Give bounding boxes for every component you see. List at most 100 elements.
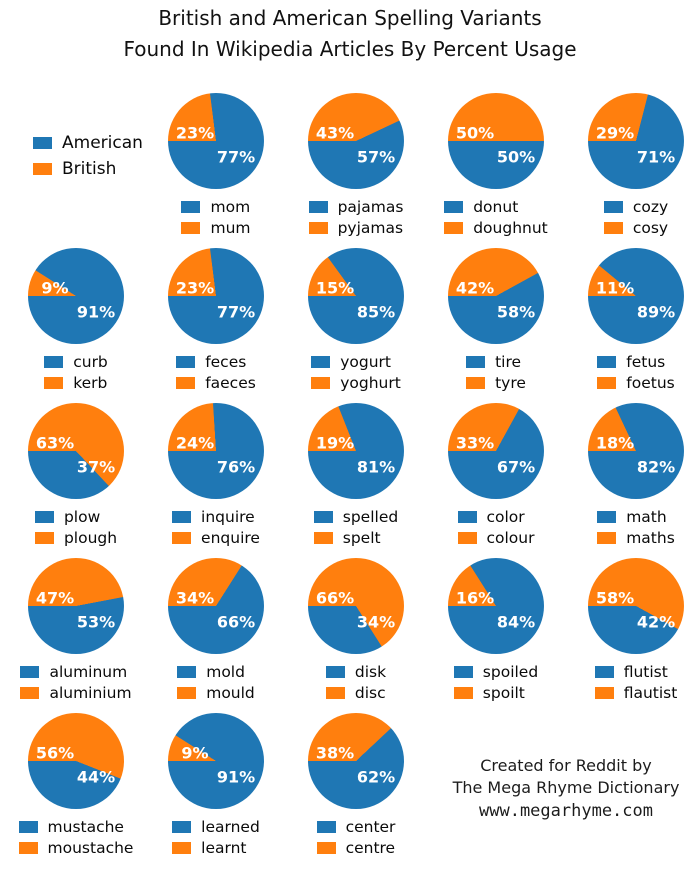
british-percent-label: 16% [455,588,495,608]
pie-cell: 9% 91% curb kerb [6,248,146,394]
british-color-swatch-icon [33,162,52,175]
word-legend: yogurt yoghurt [311,352,401,393]
american-color-swatch-icon [444,201,464,213]
british-color-swatch-icon [597,532,617,544]
british-percent-label: 9% [41,278,69,298]
british-percent-label: 58% [595,588,635,608]
credit-block: Created for Reddit by The Mega Rhyme Dic… [431,755,700,823]
american-color-swatch-icon [466,356,486,368]
pie-cell: 66% 34% disk disc [286,558,426,704]
american-percent-label: 77% [216,302,256,322]
word-legend: learned learnt [172,817,260,858]
american-word-row: plow [34,507,117,527]
british-color-swatch-icon [603,222,623,234]
british-word-label: flautist [623,684,678,702]
pie-cell: 50% 50% donut doughnut [426,93,566,239]
american-word-label: mold [206,663,245,681]
british-word-row: maths [597,528,675,548]
american-color-swatch-icon [597,511,617,523]
british-word-label: mould [206,684,255,702]
american-percent-label: 44% [76,767,116,787]
british-word-label: colour [486,529,535,547]
british-word-row: spoilt [453,683,538,703]
pie-chart: 23% 77% [168,248,264,344]
british-color-swatch-icon [597,377,617,389]
british-word-row: tyre [466,373,526,393]
british-percent-label: 15% [315,278,355,298]
british-percent-label: 11% [595,278,635,298]
american-color-swatch-icon [181,201,201,213]
british-word-row: aluminium [20,683,132,703]
pie-chart: 58% 42% [588,558,684,654]
american-word-label: flutist [623,663,668,681]
word-legend: flutist flautist [594,662,678,703]
american-color-swatch-icon [172,821,192,833]
british-percent-label: 50% [455,123,495,143]
pie-chart: 15% 85% [308,248,404,344]
british-word-row: centre [316,838,396,858]
british-word-row: spelt [313,528,398,548]
british-word-label: faeces [205,374,256,392]
british-color-swatch-icon [20,687,40,699]
british-color-swatch-icon [311,377,331,389]
pie-chart: 33% 67% [448,403,544,499]
pie-chart: 38% 62% [308,713,404,809]
american-word-row: math [597,507,675,527]
pie-cell: 43% 57% pajamas pyjamas [286,93,426,239]
american-word-label: donut [473,198,519,216]
main-legend: American British [33,130,143,182]
american-percent-label: 67% [496,457,536,477]
credit-line1: Created for Reddit by [480,756,652,775]
pie-cell: 56% 44% mustache moustache [6,713,146,859]
american-color-swatch-icon [172,511,192,523]
american-percent-label: 62% [356,767,396,787]
british-percent-label: 18% [595,433,635,453]
american-word-row: center [316,817,396,837]
british-word-row: mould [177,683,255,703]
american-color-swatch-icon [34,511,54,523]
american-color-swatch-icon [311,356,331,368]
british-word-label: enquire [201,529,260,547]
british-color-swatch-icon [44,377,64,389]
word-legend: disk disc [325,662,386,703]
credit-line2: The Mega Rhyme Dictionary [452,778,680,797]
american-word-label: tire [495,353,522,371]
british-color-swatch-icon [466,377,486,389]
pie-chart: 9% 91% [168,713,264,809]
american-word-row: pajamas [308,197,404,217]
pie-chart: 24% 76% [168,403,264,499]
american-percent-label: 91% [216,767,256,787]
british-word-row: enquire [172,528,260,548]
pie-chart: 66% 34% [308,558,404,654]
american-color-swatch-icon [33,136,52,149]
british-word-row: kerb [44,373,108,393]
american-percent-label: 34% [356,612,396,632]
pie-cell: 23% 77% feces faeces [146,248,286,394]
british-color-swatch-icon [172,842,192,854]
british-word-label: moustache [47,839,134,857]
american-word-row: aluminum [20,662,131,682]
american-color-swatch-icon [457,511,477,523]
american-word-label: center [345,818,396,836]
american-word-label: pajamas [337,198,404,216]
british-percent-label: 66% [315,588,355,608]
british-percent-label: 24% [175,433,215,453]
word-legend: cozy cosy [603,197,668,238]
american-word-label: plow [63,508,101,526]
word-legend: math maths [597,507,675,548]
british-word-row: foetus [597,373,675,393]
pie-chart: 29% 71% [588,93,684,189]
british-word-row: disc [325,683,386,703]
british-word-label: foetus [626,374,675,392]
pie-cell: 11% 89% fetus foetus [566,248,700,394]
american-color-swatch-icon [453,666,473,678]
legend-label-american: American [62,132,143,153]
chart-title: British and American Spelling Variants F… [0,3,700,65]
american-percent-label: 53% [76,612,116,632]
legend-label-british: British [62,158,117,179]
british-word-label: kerb [73,374,108,392]
american-color-swatch-icon [177,666,197,678]
british-word-label: plough [63,529,118,547]
british-color-swatch-icon [444,222,464,234]
british-word-label: mum [210,219,251,237]
